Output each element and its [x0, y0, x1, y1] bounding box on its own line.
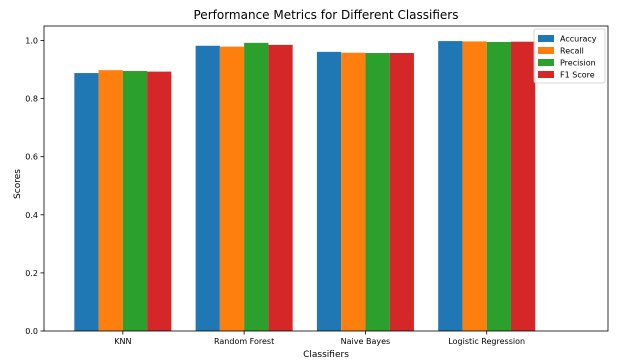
- bar-f1-score-logistic-regression: [510, 41, 536, 331]
- bar-accuracy-knn: [74, 73, 99, 331]
- chart-title: Performance Metrics for Different Classi…: [194, 8, 459, 22]
- legend-label: F1 Score: [560, 71, 595, 80]
- y-axis-label: Scores: [13, 169, 23, 199]
- bar-accuracy-random-forest: [195, 45, 220, 331]
- y-tick-label: 0.0: [25, 327, 38, 336]
- bar-f1-score-naive-bayes: [389, 53, 414, 331]
- bar-precision-logistic-regression: [486, 41, 511, 331]
- y-tick-label: 0.6: [25, 153, 38, 162]
- bar-f1-score-knn: [147, 71, 172, 331]
- bar-recall-knn: [98, 70, 123, 332]
- legend-swatch: [538, 47, 554, 54]
- x-tick-label: Random Forest: [214, 337, 274, 346]
- y-tick-label: 0.8: [25, 95, 38, 104]
- bar-accuracy-logistic-regression: [438, 41, 463, 331]
- legend-swatch: [538, 35, 554, 42]
- legend: Accuracy Recall Precision F1 Score: [533, 28, 606, 84]
- bar-f1-score-random-forest: [268, 44, 293, 331]
- legend-swatch: [538, 59, 554, 66]
- plot-area: [74, 41, 536, 332]
- x-tick-label: Naive Bayes: [341, 337, 391, 346]
- legend-swatch: [538, 71, 554, 78]
- y-tick-label: 0.4: [25, 211, 38, 220]
- legend-box: [533, 28, 606, 84]
- y-axis: 0.0 0.2 0.4 0.6 0.8 1.0: [25, 37, 44, 336]
- bar-recall-random-forest: [219, 46, 245, 332]
- y-tick-label: 1.0: [25, 37, 38, 46]
- bar-precision-knn: [122, 71, 148, 332]
- x-axis: KNN Random Forest Naive Bayes Logistic Regr…: [114, 331, 525, 346]
- bar-precision-random-forest: [244, 42, 269, 331]
- legend-label: Recall: [560, 47, 584, 56]
- bar-recall-logistic-regression: [462, 41, 487, 332]
- legend-label: Precision: [560, 59, 596, 68]
- plot-frame: [43, 25, 609, 332]
- bar-accuracy-naive-bayes: [316, 51, 342, 331]
- y-tick-label: 0.2: [25, 269, 38, 278]
- bar-recall-naive-bayes: [341, 52, 366, 331]
- bar-precision-naive-bayes: [365, 53, 390, 331]
- x-tick-label: Logistic Regression: [448, 337, 525, 346]
- x-axis-label: Classifiers: [303, 350, 349, 360]
- legend-label: Accuracy: [560, 35, 597, 44]
- x-tick-label: KNN: [114, 337, 131, 346]
